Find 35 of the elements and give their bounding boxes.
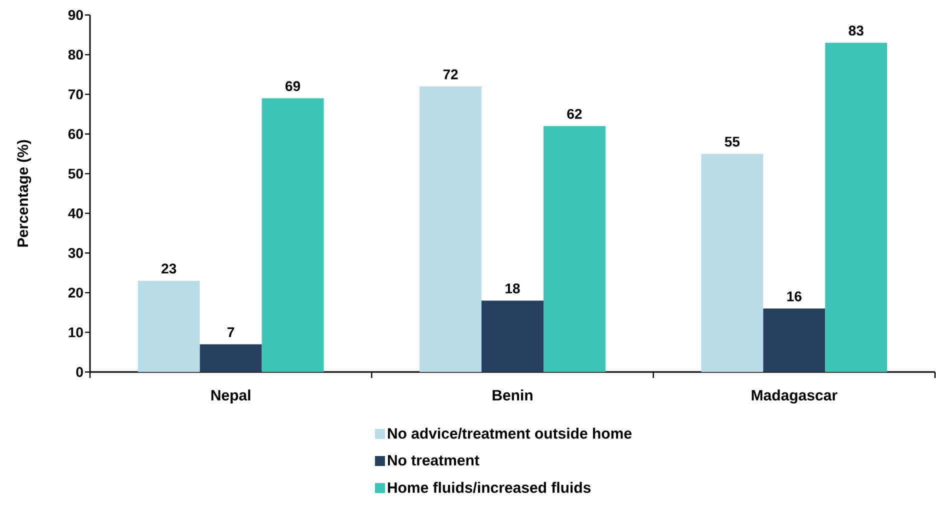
data-label: 18 [506, 283, 520, 294]
bar [482, 300, 544, 372]
data-label: 62 [567, 108, 582, 119]
data-label: 16 [787, 291, 802, 302]
y-tick-label: 40 [68, 208, 83, 218]
data-label: 55 [724, 136, 740, 147]
bar [825, 42, 888, 372]
data-label: 23 [162, 264, 176, 274]
data-label: 83 [848, 26, 864, 36]
x-tick-label: Nepal [211, 390, 250, 404]
bar [420, 86, 482, 372]
bar [543, 126, 606, 372]
bar [262, 98, 324, 372]
data-label: 69 [286, 81, 300, 92]
x-tick-label: Benin [492, 390, 532, 401]
y-axis-title: Percentage (%) [17, 140, 32, 247]
legend-label: No advice/treatment outside home [388, 428, 632, 439]
bar [138, 280, 200, 372]
bar [763, 308, 826, 372]
data-label: 7 [228, 327, 234, 338]
y-tick-label: 50 [68, 168, 83, 179]
y-tick-label: 0 [76, 367, 83, 377]
y-tick-label: 70 [68, 89, 83, 100]
y-tick-label: 60 [68, 129, 83, 139]
bar [200, 344, 262, 372]
y-tick-label: 30 [68, 248, 83, 258]
y-tick-label: 80 [68, 50, 83, 60]
legend-label: No treatment [388, 455, 480, 466]
data-label: 72 [443, 69, 458, 80]
y-tick-label: 90 [68, 10, 83, 20]
y-tick-label: 20 [68, 288, 83, 298]
bar [701, 154, 764, 372]
legend-label: Home fluids/increased fluids [388, 482, 591, 494]
x-tick-label: Madagascar [752, 390, 838, 404]
y-tick-label: 10 [68, 327, 83, 338]
